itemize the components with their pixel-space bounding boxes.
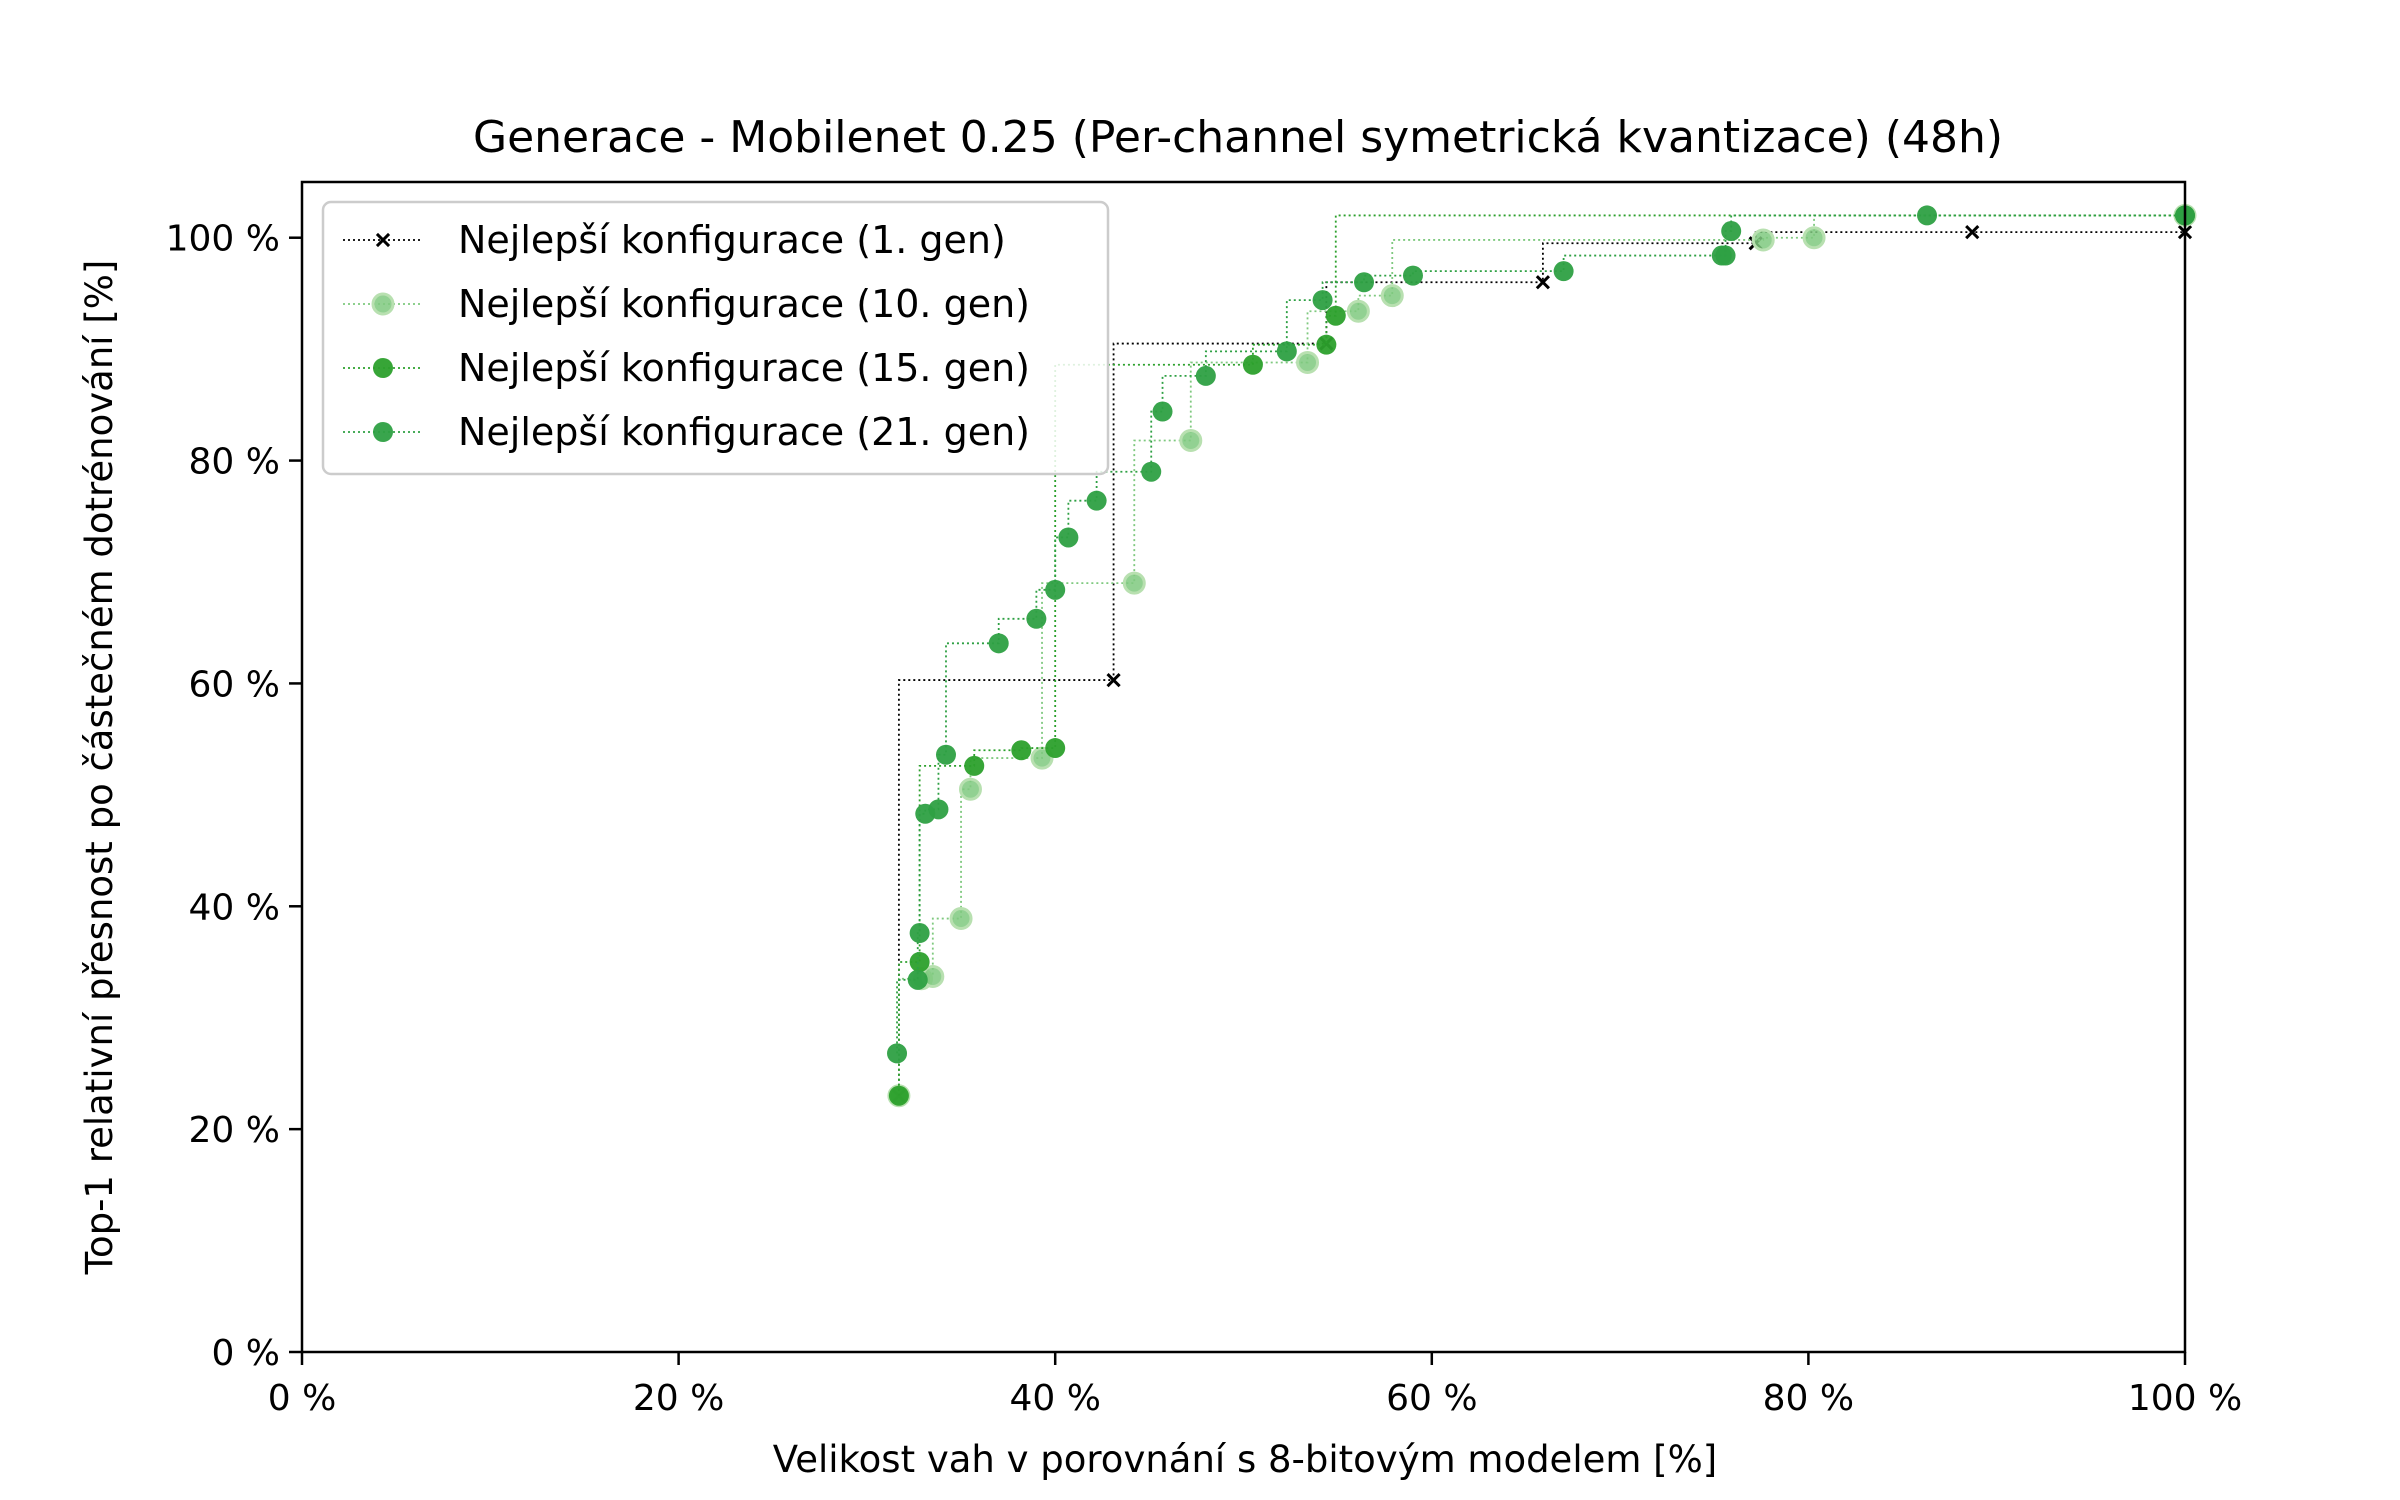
data-point [964,755,985,776]
data-point [1312,290,1333,311]
data-point [958,777,982,801]
y-tick-label: 40 % [189,887,280,928]
data-point [1242,354,1263,375]
x-tick-label: 0 % [268,1378,337,1419]
data-point [1045,579,1066,600]
data-point [1086,490,1107,511]
data-point [909,923,930,944]
data-point [1122,571,1146,595]
data-point [887,1043,908,1064]
data-point [1011,740,1032,761]
legend-box [321,200,1110,476]
data-point-x-marker [1965,225,1980,240]
x-axis-label: Velikost vah v porovnání s 8-bitovým mod… [773,1438,1717,1481]
data-point [1402,265,1423,286]
x-tick-label: 20 % [633,1378,724,1419]
data-point [1195,365,1216,386]
data-point-x-marker [1535,275,1551,290]
legend-item: Nejlepší konfigurace (15. gen) [343,346,1030,390]
data-point [373,358,393,378]
y-tick-label: 100 % [166,219,280,260]
data-point [1380,284,1404,308]
legend-label: Nejlepší konfigurace (15. gen) [458,346,1030,390]
data-point [1276,341,1297,362]
data-point [909,952,930,972]
data-point [1346,299,1370,323]
data-point [1141,461,1162,482]
legend-items: Nejlepší konfigurace (1. gen) Nejlepší ko… [343,218,1030,454]
data-point [1152,401,1173,422]
y-axis-label: Top-1 relativní přesnost po částečném do… [78,260,121,1276]
data-point [1354,272,1375,293]
y-tick-label: 0 % [211,1333,280,1374]
data-point [1917,205,1938,226]
y-axis-ticks: 0 % 20 % 40 % 60 % 80 % 100 % [166,219,302,1374]
data-point [988,633,1009,654]
y-tick-label: 80 % [189,442,280,483]
x-tick-label: 60 % [1386,1378,1477,1419]
series-step-line [898,231,2185,1096]
y-tick-label: 20 % [189,1110,280,1151]
legend-label: Nejlepší konfigurace (1. gen) [458,218,1006,262]
data-point [935,744,956,765]
plot-area [887,203,2197,1108]
data-point [1802,226,1826,250]
data-point [371,292,395,316]
x-tick-label: 80 % [1763,1378,1854,1419]
data-point [949,907,973,931]
legend-label: Nejlepší konfigurace (21. gen) [458,410,1030,454]
plot-frame [300,180,2187,1354]
data-point [1026,608,1047,629]
data-point [1296,351,1320,375]
data-point [1045,738,1066,759]
data-point-x-marker [375,232,391,248]
y-tick-label: 60 % [189,664,280,705]
data-point [373,422,393,442]
chart-title: Generace - Mobilenet 0.25 (Per-channel s… [473,112,2003,163]
data-point [888,1085,909,1106]
x-tick-label: 40 % [1009,1378,1100,1419]
data-point-x-marker [1106,672,1121,688]
data-point [1058,527,1079,548]
legend: Nejlepší konfigurace (1. gen) Nejlepší ko… [321,200,1110,476]
legend-item: Nejlepší konfigurace (21. gen) [343,410,1030,454]
legend-item: Nejlepší konfigurace (10. gen) [343,282,1030,326]
data-point [1715,245,1736,266]
data-point [1721,221,1742,242]
data-point [1553,261,1574,282]
data-point [1325,305,1346,326]
series-4 [887,205,2195,1064]
legend-item: Nejlepší konfigurace (1. gen) [343,218,1006,262]
series-step-line [898,214,2185,1096]
data-point [1316,334,1337,355]
data-point [1179,429,1203,453]
data-point [1751,228,1775,252]
data-point [907,969,928,990]
x-axis-ticks: 0 % 20 % 40 % 60 % 80 % 100 % [268,1352,2242,1419]
x-tick-label: 100 % [2128,1378,2242,1419]
data-point [928,799,949,820]
legend-label: Nejlepší konfigurace (10. gen) [458,282,1030,326]
